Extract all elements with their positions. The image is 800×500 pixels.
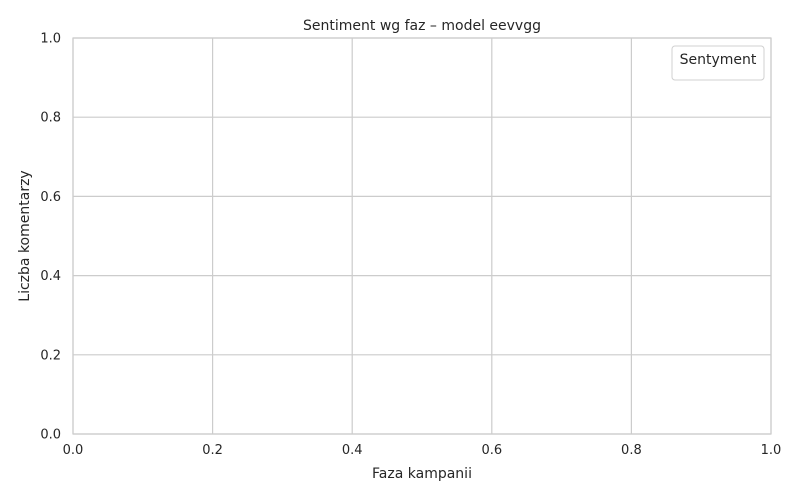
y-tick-label: 1.0 <box>40 32 61 47</box>
legend: Sentyment <box>671 45 765 81</box>
chart-title: Sentiment wg faz – model eevvgg <box>303 18 541 34</box>
y-tick-label: 0.6 <box>40 190 61 205</box>
legend-box <box>671 45 765 81</box>
y-tick-label: 0.8 <box>40 111 61 126</box>
y-tick-label: 0.4 <box>40 269 61 284</box>
x-tick-label: 0.6 <box>481 443 502 458</box>
y-tick-label: 0.0 <box>40 428 61 443</box>
x-tick-label: 0.8 <box>621 443 642 458</box>
x-tick-label: 0.0 <box>63 443 84 458</box>
legend-title: Sentyment <box>680 52 757 68</box>
y-tick-labels: 0.0 0.2 0.4 0.6 0.8 1.0 <box>40 32 61 443</box>
plot-area-frame <box>72 37 772 435</box>
x-tick-label: 0.4 <box>342 443 363 458</box>
x-tick-labels: 0.0 0.2 0.4 0.6 0.8 1.0 <box>63 443 782 458</box>
x-axis-label: Faza kampanii <box>372 466 472 482</box>
gridlines <box>72 37 772 435</box>
x-tick-label: 0.2 <box>202 443 223 458</box>
x-tick-label: 1.0 <box>761 443 782 458</box>
y-tick-label: 0.2 <box>40 348 61 363</box>
y-axis-label: Liczba komentarzy <box>17 170 33 301</box>
